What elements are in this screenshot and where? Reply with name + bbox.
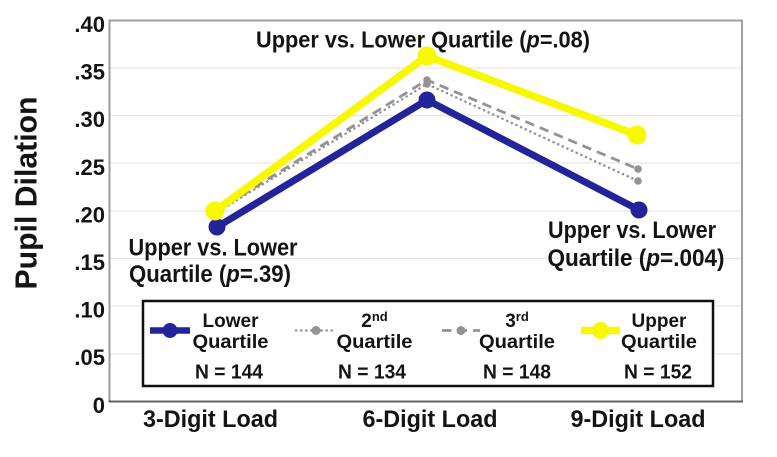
svg-text:.10: .10 — [74, 298, 105, 323]
svg-text:Quartile: Quartile — [621, 332, 697, 353]
svg-text:N = 152: N = 152 — [624, 362, 692, 384]
svg-text:Pupil Dilation: Pupil Dilation — [9, 97, 44, 290]
svg-text:.25: .25 — [74, 155, 105, 180]
svg-text:.40: .40 — [74, 12, 105, 37]
svg-text:9-Digit Load: 9-Digit Load — [571, 406, 706, 433]
svg-text:3-Digit Load: 3-Digit Load — [143, 406, 278, 433]
svg-text:Lower: Lower — [203, 311, 260, 332]
svg-text:6-Digit Load: 6-Digit Load — [363, 406, 498, 433]
svg-text:.35: .35 — [74, 60, 105, 85]
svg-text:N = 134: N = 134 — [338, 362, 407, 384]
svg-text:Upper: Upper — [632, 311, 688, 332]
svg-text:Quartile: Quartile — [479, 332, 555, 353]
svg-text:0: 0 — [93, 393, 105, 418]
svg-text:Quartile: Quartile — [193, 332, 269, 353]
svg-text:Upper vs. Lower: Upper vs. Lower — [129, 235, 298, 262]
svg-text:N = 148: N = 148 — [483, 362, 551, 384]
svg-text:.20: .20 — [74, 203, 105, 228]
svg-text:.15: .15 — [74, 250, 105, 275]
svg-text:Upper vs. Lower: Upper vs. Lower — [548, 217, 716, 244]
svg-text:N = 144: N = 144 — [195, 362, 264, 384]
svg-text:Quartile (p=.004): Quartile (p=.004) — [548, 245, 725, 272]
svg-text:.30: .30 — [74, 107, 105, 132]
svg-text:Quartile (p=.39): Quartile (p=.39) — [129, 261, 291, 288]
svg-text:Quartile: Quartile — [337, 332, 413, 353]
svg-text:Upper vs. Lower Quartile (p=.0: Upper vs. Lower Quartile (p=.08) — [256, 27, 590, 53]
svg-text:.05: .05 — [74, 345, 105, 370]
